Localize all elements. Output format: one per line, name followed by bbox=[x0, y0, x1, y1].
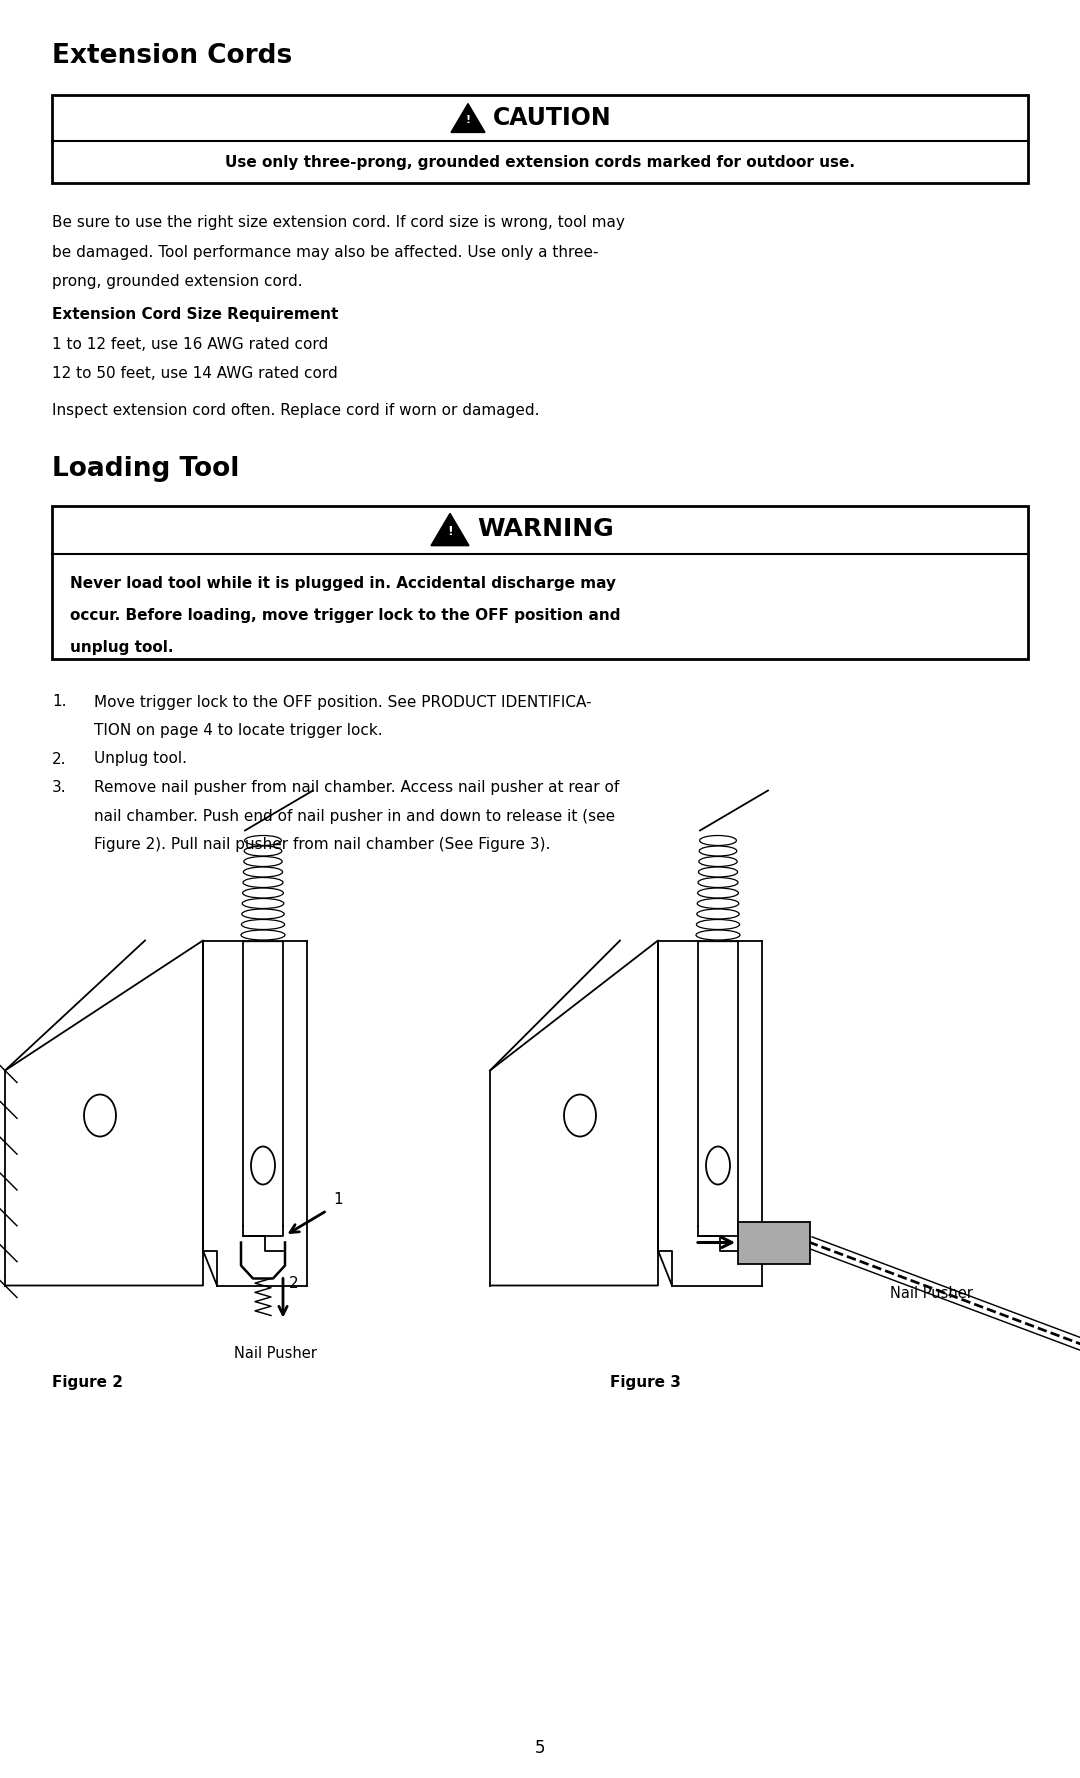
Text: 2.: 2. bbox=[52, 752, 67, 766]
Text: Nail Pusher: Nail Pusher bbox=[233, 1346, 316, 1360]
Text: Extension Cords: Extension Cords bbox=[52, 43, 293, 69]
Text: occur. Before loading, move trigger lock to the OFF position and: occur. Before loading, move trigger lock… bbox=[70, 608, 621, 622]
Bar bbox=[52, 94, 1028, 183]
Text: Figure 2). Pull nail pusher from nail chamber (See Figure 3).: Figure 2). Pull nail pusher from nail ch… bbox=[94, 837, 551, 852]
Text: nail chamber. Push end of nail pusher in and down to release it (see: nail chamber. Push end of nail pusher in… bbox=[94, 809, 616, 823]
Polygon shape bbox=[431, 514, 469, 546]
Text: unplug tool.: unplug tool. bbox=[70, 640, 174, 654]
Text: Extension Cord Size Requirement: Extension Cord Size Requirement bbox=[52, 308, 338, 322]
Text: 5: 5 bbox=[535, 1739, 545, 1757]
Polygon shape bbox=[451, 103, 485, 132]
Text: prong, grounded extension cord.: prong, grounded extension cord. bbox=[52, 274, 302, 290]
Text: !: ! bbox=[447, 525, 453, 539]
Text: 3.: 3. bbox=[52, 781, 67, 795]
Text: Remove nail pusher from nail chamber. Access nail pusher at rear of: Remove nail pusher from nail chamber. Ac… bbox=[94, 781, 619, 795]
Text: TION on page 4 to locate trigger lock.: TION on page 4 to locate trigger lock. bbox=[94, 724, 382, 738]
Text: 1: 1 bbox=[333, 1191, 342, 1207]
Text: Use only three-prong, grounded extension cords marked for outdoor use.: Use only three-prong, grounded extension… bbox=[225, 155, 855, 169]
Text: be damaged. Tool performance may also be affected. Use only a three-: be damaged. Tool performance may also be… bbox=[52, 245, 598, 260]
Text: Figure 2: Figure 2 bbox=[52, 1376, 123, 1390]
Text: 1 to 12 feet, use 16 AWG rated cord: 1 to 12 feet, use 16 AWG rated cord bbox=[52, 338, 328, 352]
Text: 1.: 1. bbox=[52, 695, 67, 709]
Text: 12 to 50 feet, use 14 AWG rated cord: 12 to 50 feet, use 14 AWG rated cord bbox=[52, 366, 338, 380]
Text: Inspect extension cord often. Replace cord if worn or damaged.: Inspect extension cord often. Replace co… bbox=[52, 404, 540, 418]
Bar bbox=[52, 505, 1028, 658]
Text: Move trigger lock to the OFF position. See PRODUCT IDENTIFICA-: Move trigger lock to the OFF position. S… bbox=[94, 695, 592, 709]
Text: WARNING: WARNING bbox=[477, 517, 613, 542]
Text: Never load tool while it is plugged in. Accidental discharge may: Never load tool while it is plugged in. … bbox=[70, 576, 616, 590]
Text: CAUTION: CAUTION bbox=[492, 107, 611, 130]
Text: Loading Tool: Loading Tool bbox=[52, 455, 240, 482]
Bar bbox=[738, 1221, 810, 1264]
Text: Be sure to use the right size extension cord. If cord size is wrong, tool may: Be sure to use the right size extension … bbox=[52, 215, 625, 229]
Text: Nail Pusher: Nail Pusher bbox=[890, 1285, 973, 1300]
Text: Unplug tool.: Unplug tool. bbox=[94, 752, 187, 766]
Text: Figure 3: Figure 3 bbox=[610, 1376, 680, 1390]
Text: 2: 2 bbox=[289, 1275, 299, 1291]
Text: !: ! bbox=[465, 116, 471, 124]
